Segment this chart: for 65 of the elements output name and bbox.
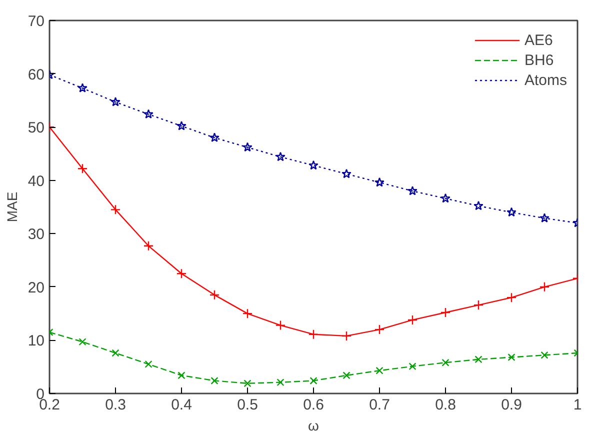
- point: [308, 329, 319, 340]
- point: [473, 300, 484, 310]
- x-tick-label: 1: [573, 396, 582, 414]
- point: [506, 207, 516, 217]
- y-axis-title: MAE: [4, 192, 20, 222]
- point: [210, 376, 218, 384]
- point: [474, 356, 482, 364]
- point: [112, 349, 120, 357]
- point: [342, 372, 350, 380]
- x-tick-label: 0.3: [105, 396, 126, 414]
- point: [308, 160, 318, 170]
- point: [508, 353, 516, 362]
- y-tick-label: 60: [28, 66, 45, 84]
- point: [474, 200, 484, 210]
- x-tick-label: 0.6: [303, 396, 324, 414]
- point: [440, 193, 450, 203]
- x-tick-label: 0.8: [435, 396, 456, 414]
- point: [342, 168, 352, 178]
- point: [341, 330, 352, 342]
- point: [276, 378, 284, 386]
- point: [506, 292, 517, 303]
- legend-label: AE6: [524, 32, 553, 48]
- x-tick-label: 0.4: [171, 396, 192, 414]
- y-tick-label: 70: [28, 13, 45, 30]
- point: [77, 164, 88, 174]
- point: [209, 290, 220, 300]
- point: [176, 120, 186, 130]
- y-tick-label: 40: [28, 172, 45, 190]
- y-tick-label: 20: [28, 279, 45, 296]
- point: [110, 96, 120, 106]
- point: [210, 132, 220, 142]
- x-axis-title: ω: [308, 418, 320, 434]
- point: [276, 152, 286, 162]
- point: [78, 338, 86, 346]
- point: [540, 351, 548, 359]
- point: [244, 380, 252, 388]
- point: [540, 213, 550, 222]
- y-tick-label: 10: [28, 332, 45, 350]
- legend-label: BH6: [524, 52, 554, 68]
- point: [442, 358, 450, 366]
- point: [242, 308, 253, 319]
- point: [539, 282, 550, 292]
- legend-label: Atoms: [524, 72, 567, 88]
- point: [110, 204, 121, 215]
- x-tick-label: 0.9: [501, 396, 522, 414]
- point: [78, 83, 88, 92]
- point: [440, 307, 451, 318]
- point: [275, 320, 286, 330]
- point: [143, 240, 154, 251]
- y-tick-label: 50: [28, 120, 45, 137]
- point: [310, 376, 318, 384]
- point: [374, 324, 385, 335]
- point: [144, 109, 154, 119]
- x-tick-label: 0.5: [237, 396, 258, 414]
- point: [144, 360, 152, 368]
- point: [376, 366, 384, 374]
- point: [407, 314, 418, 326]
- point: [242, 142, 252, 152]
- point: [374, 177, 384, 187]
- point: [408, 362, 416, 370]
- point: [176, 268, 187, 279]
- point: [178, 372, 186, 380]
- y-tick-label: 30: [28, 226, 45, 244]
- point: [408, 186, 418, 196]
- x-tick-label: 0.7: [369, 396, 390, 414]
